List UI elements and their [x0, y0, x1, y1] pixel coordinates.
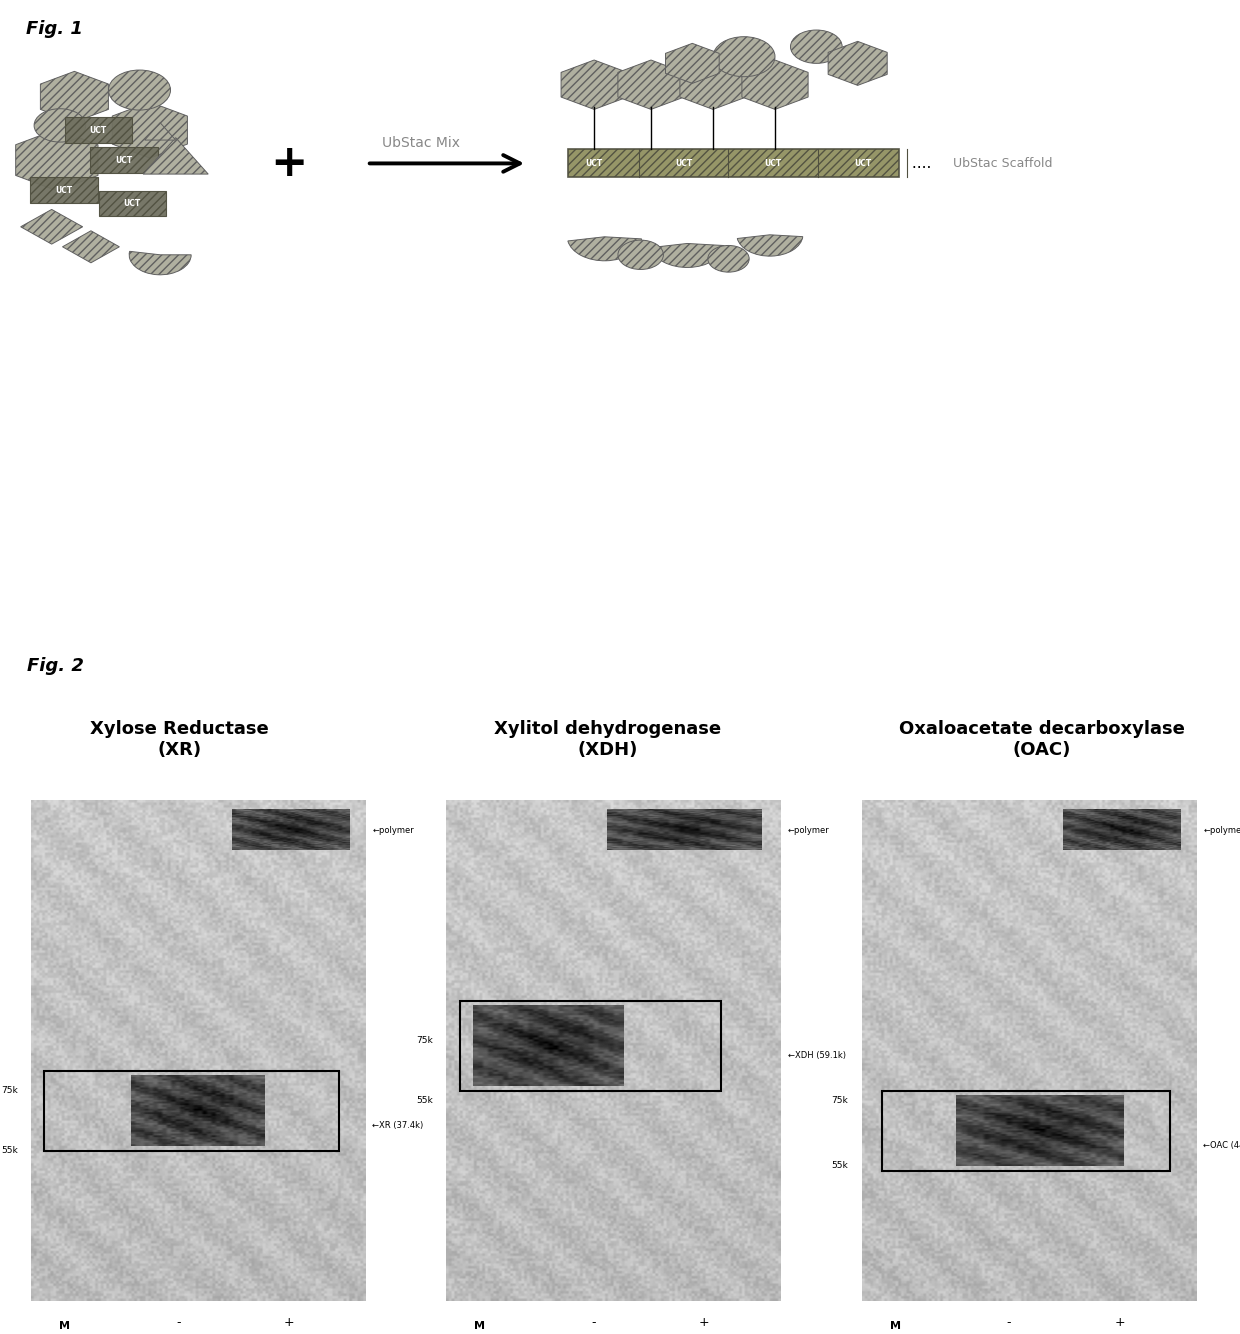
Bar [31, 177, 98, 203]
Circle shape [618, 240, 663, 269]
Bar [99, 191, 166, 216]
Text: UCT: UCT [765, 159, 782, 168]
Polygon shape [113, 103, 187, 157]
Circle shape [708, 245, 749, 272]
Polygon shape [143, 137, 208, 175]
Polygon shape [21, 209, 83, 244]
Polygon shape [618, 60, 684, 109]
Text: 75k: 75k [832, 1097, 848, 1105]
Text: -: - [176, 1315, 181, 1329]
Circle shape [33, 109, 86, 143]
Text: UCT: UCT [124, 199, 141, 208]
Text: -: - [1007, 1315, 1012, 1329]
Wedge shape [738, 235, 802, 256]
Bar [64, 117, 131, 143]
Polygon shape [666, 44, 719, 83]
Polygon shape [16, 129, 98, 191]
Text: ←polymer: ←polymer [372, 826, 414, 835]
Text: ←XR (37.4k): ←XR (37.4k) [372, 1121, 424, 1130]
Text: 55k: 55k [1, 1146, 17, 1155]
Bar [45, 1070, 339, 1150]
Text: UCT: UCT [89, 125, 107, 135]
Text: UbStac Scaffold: UbStac Scaffold [952, 157, 1053, 169]
Text: Xylitol dehydrogenase
(XDH): Xylitol dehydrogenase (XDH) [494, 720, 722, 759]
Circle shape [791, 31, 842, 63]
Text: +: + [284, 1315, 294, 1329]
Text: +: + [270, 141, 308, 185]
Text: Xylose Reductase
(XR): Xylose Reductase (XR) [91, 720, 269, 759]
Bar [882, 1091, 1169, 1171]
Polygon shape [41, 71, 108, 123]
Text: UCT: UCT [675, 159, 692, 168]
Text: Fig. 2: Fig. 2 [27, 658, 84, 675]
Wedge shape [568, 236, 641, 260]
Text: -: - [591, 1315, 596, 1329]
Text: 75k: 75k [417, 1037, 433, 1045]
Bar [91, 148, 157, 173]
Polygon shape [62, 231, 119, 263]
Text: M: M [890, 1321, 900, 1330]
Text: M: M [475, 1321, 485, 1330]
FancyArrowPatch shape [370, 155, 520, 172]
Text: UCT: UCT [56, 185, 73, 195]
Polygon shape [145, 123, 176, 140]
Circle shape [713, 36, 775, 76]
Text: ....: .... [908, 156, 931, 171]
Bar [460, 1000, 720, 1091]
Bar [568, 149, 899, 177]
Text: ←polymer: ←polymer [1203, 826, 1240, 835]
Text: 55k: 55k [417, 1097, 433, 1105]
Wedge shape [129, 251, 191, 275]
Text: Oxaloacetate decarboxylase
(OAC): Oxaloacetate decarboxylase (OAC) [899, 720, 1184, 759]
Polygon shape [742, 60, 808, 109]
Text: 55k: 55k [832, 1161, 848, 1170]
Text: 75k: 75k [1, 1086, 17, 1095]
Polygon shape [560, 60, 627, 109]
Polygon shape [680, 60, 746, 109]
Text: UCT: UCT [585, 159, 603, 168]
Text: UCT: UCT [115, 156, 133, 164]
Wedge shape [651, 243, 724, 267]
Text: ←XDH (59.1k): ←XDH (59.1k) [787, 1051, 846, 1061]
Text: UCT: UCT [854, 159, 872, 168]
Text: ←OAC (44.6k): ←OAC (44.6k) [1203, 1141, 1240, 1150]
Text: M: M [60, 1321, 69, 1330]
Circle shape [109, 71, 171, 111]
Text: +: + [1115, 1315, 1125, 1329]
Text: ←polymer: ←polymer [787, 826, 830, 835]
Text: UbStac Mix: UbStac Mix [382, 136, 460, 151]
Text: +: + [699, 1315, 709, 1329]
Text: Fig. 1: Fig. 1 [26, 20, 83, 37]
Polygon shape [828, 41, 887, 85]
